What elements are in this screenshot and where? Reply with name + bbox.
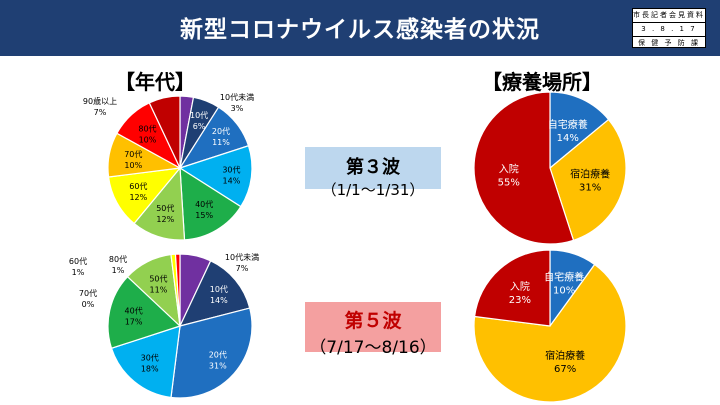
slice-value-label: 7% bbox=[236, 264, 249, 273]
slice-category-label: 40代 bbox=[195, 199, 213, 209]
slice-value-label: 0% bbox=[82, 300, 95, 309]
pie-chart-4: 自宅療養 10% 宿泊療養 67% 入院 23% bbox=[473, 249, 627, 403]
slice-value-label: 14% bbox=[223, 176, 241, 185]
wave5-label-box: 第５波 （7/17～8/16） bbox=[305, 302, 441, 358]
slice-category-label: 20代 bbox=[212, 126, 230, 136]
slice-value-label: 15% bbox=[195, 211, 213, 220]
pie-chart-1: 10代未満 3% 10代 6% 20代 11% 30代 14% 40代 15% 50代 12% 60代 1… bbox=[83, 92, 254, 241]
slice-value-label: 11% bbox=[150, 286, 168, 295]
slice-category-label: 30代 bbox=[222, 164, 240, 174]
slice-category-label: 60代 bbox=[129, 181, 147, 191]
pie-slice bbox=[549, 91, 610, 170]
section-age-title: 【年代】 bbox=[115, 70, 195, 94]
slice-value-label: 1% bbox=[72, 268, 85, 277]
wave3-label-box: 第３波 （1/1～1/31） bbox=[305, 147, 441, 199]
wave3-range: （1/1～1/31） bbox=[321, 181, 425, 199]
slice-value-label: 11% bbox=[212, 138, 230, 147]
slice-category-label: 自宅療養 bbox=[548, 118, 588, 131]
slice-category-label: 50代 bbox=[156, 203, 174, 213]
slice-category-label: 宿泊療養 bbox=[545, 349, 585, 362]
slice-category-label: 40代 bbox=[125, 306, 143, 316]
slice-category-label: 10代 bbox=[190, 110, 208, 120]
wave5-range: （7/17～8/16） bbox=[309, 338, 437, 358]
pie-chart-3: 自宅療養 14% 宿泊療養 31% 入院 55% bbox=[473, 91, 627, 245]
slice-category-label: 10代未満 bbox=[220, 92, 254, 102]
slice-category-label: 70代 bbox=[79, 288, 97, 298]
slice-category-label: 70代 bbox=[124, 149, 142, 159]
slice-category-label: 10代 bbox=[210, 284, 228, 294]
pie-slice bbox=[170, 307, 253, 399]
slice-category-label: 10代未満 bbox=[225, 252, 259, 262]
slice-value-label: 67% bbox=[554, 364, 576, 375]
stamp-line-1: 市長記者会見資料 bbox=[633, 9, 705, 23]
slice-value-label: 3% bbox=[231, 104, 244, 113]
slice-category-label: 自宅療養 bbox=[544, 271, 584, 284]
pie-slice bbox=[148, 95, 181, 169]
wave3-title: 第３波 bbox=[346, 157, 400, 178]
slice-value-label: 31% bbox=[579, 183, 601, 194]
page-title: 新型コロナウイルス感染者の状況 bbox=[180, 17, 540, 43]
document-stamp: 市長記者会見資料 3 . 8 . 1 7 保 健 予 防 課 bbox=[632, 8, 706, 48]
stamp-line-3: 保 健 予 防 課 bbox=[638, 39, 700, 47]
slice-value-label: 10% bbox=[553, 286, 575, 297]
slice-value-label: 14% bbox=[210, 296, 228, 305]
pie-slice bbox=[174, 253, 181, 327]
pie-chart-2: 10代未満 7% 10代 14% 20代 31% 30代 18% 40代 17% 50代 11% 60代… bbox=[69, 252, 259, 399]
slice-value-label: 7% bbox=[94, 108, 107, 117]
pie-slice bbox=[107, 275, 182, 350]
slice-value-label: 17% bbox=[125, 318, 143, 327]
slice-value-label: 6% bbox=[193, 122, 206, 131]
pie-slice bbox=[473, 249, 551, 327]
slice-category-label: 80代 bbox=[109, 254, 127, 264]
slice-value-label: 10% bbox=[139, 135, 157, 144]
slice-category-label: 90歳以上 bbox=[83, 96, 117, 106]
slice-value-label: 12% bbox=[156, 215, 174, 224]
section-place-title: 【療養場所】 bbox=[482, 70, 602, 94]
slice-category-label: 60代 bbox=[69, 256, 87, 266]
slice-category-label: 宿泊療養 bbox=[570, 168, 610, 181]
slice-category-label: 入院 bbox=[499, 163, 519, 176]
pie-slice bbox=[178, 260, 251, 327]
pie-slice bbox=[473, 263, 627, 403]
slice-category-label: 30代 bbox=[141, 353, 159, 363]
slice-value-label: 1% bbox=[112, 266, 125, 275]
slice-category-label: 80代 bbox=[138, 123, 156, 133]
slice-value-label: 10% bbox=[124, 161, 142, 170]
slice-value-label: 12% bbox=[129, 193, 147, 202]
slice-value-label: 31% bbox=[209, 361, 227, 370]
pie-slice bbox=[110, 325, 181, 399]
stamp-line-2: 3 . 8 . 1 7 bbox=[633, 23, 705, 37]
wave5-title: 第５波 bbox=[344, 310, 402, 332]
slice-category-label: 入院 bbox=[510, 280, 530, 293]
slice-category-label: 50代 bbox=[149, 274, 167, 284]
header-bar: 新型コロナウイルス感染者の状況 市長記者会見資料 3 . 8 . 1 7 保 健… bbox=[0, 0, 720, 56]
pie-slice bbox=[549, 118, 627, 242]
pie-slice bbox=[473, 91, 575, 245]
slice-value-label: 14% bbox=[557, 133, 579, 144]
slice-value-label: 55% bbox=[498, 178, 520, 189]
slice-value-label: 18% bbox=[141, 365, 159, 374]
pie-slice bbox=[179, 166, 242, 241]
pie-slice bbox=[178, 144, 253, 208]
slice-category-label: 20代 bbox=[209, 349, 227, 359]
slice-value-label: 23% bbox=[509, 295, 531, 306]
